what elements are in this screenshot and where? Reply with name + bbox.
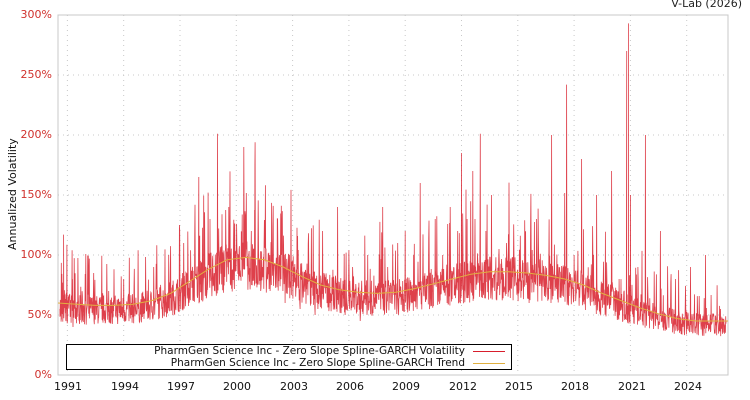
x-tick: 2003 <box>280 380 308 393</box>
x-tick: 2000 <box>223 380 251 393</box>
legend-swatch-gold-line-icon <box>473 362 505 364</box>
legend-item-trend: PharmGen Science Inc - Zero Slope Spline… <box>171 357 505 369</box>
trend-line <box>57 256 728 322</box>
x-tick: 2018 <box>561 380 589 393</box>
y-tick: 300% <box>20 8 52 21</box>
chart-legend: PharmGen Science Inc - Zero Slope Spline… <box>66 344 512 370</box>
x-tick: 1991 <box>54 380 82 393</box>
volatility-line <box>59 23 727 337</box>
x-tick: 2006 <box>336 380 364 393</box>
legend-swatch-red-line-icon <box>473 350 505 352</box>
x-tick: 2012 <box>449 380 477 393</box>
legend-label: PharmGen Science Inc - Zero Slope Spline… <box>170 357 465 369</box>
y-tick: 150% <box>20 188 52 201</box>
plot-area-border <box>57 14 729 376</box>
legend-item-volatility: PharmGen Science Inc - Zero Slope Spline… <box>154 345 505 357</box>
legend-label: PharmGen Science Inc - Zero Slope Spline… <box>154 345 465 357</box>
x-tick: 2021 <box>618 380 646 393</box>
y-tick: 0% <box>34 368 52 381</box>
x-tick: 1997 <box>167 380 195 393</box>
series-lines <box>57 23 728 337</box>
x-tick: 1994 <box>111 380 139 393</box>
credit-label: V-Lab (2026) <box>671 0 742 10</box>
x-tick: 2024 <box>674 380 702 393</box>
y-tick: 250% <box>20 68 52 81</box>
y-tick: 50% <box>27 308 52 321</box>
x-tick: 2009 <box>392 380 420 393</box>
y-tick: 100% <box>20 248 52 261</box>
y-axis-label: Annualized Volatility <box>6 138 19 250</box>
y-tick: 200% <box>20 128 52 141</box>
x-tick: 2015 <box>505 380 533 393</box>
